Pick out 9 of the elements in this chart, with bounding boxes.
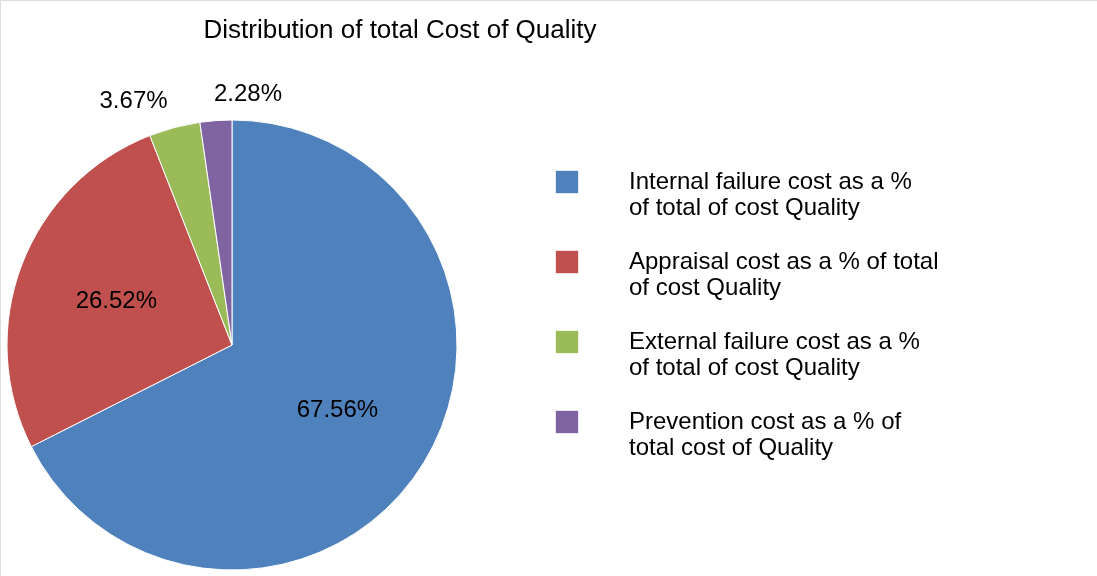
data-label: 67.56% xyxy=(296,394,379,422)
data-label: 3.67% xyxy=(99,86,168,114)
legend-label: Internal failure cost as a % of total of cost Quality xyxy=(629,167,912,220)
legend-label: Prevention cost as a % of total cost of Quality xyxy=(629,407,902,460)
legend-label: Appraisal cost as a % of total of cost Quality xyxy=(629,247,939,300)
chart-title: Distribution of total Cost of Quality xyxy=(203,14,597,44)
data-label: 2.28% xyxy=(213,78,283,106)
legend-label: External failure cost as a % of total of cost Quality xyxy=(629,327,920,380)
data-label: 26.52% xyxy=(75,285,158,313)
